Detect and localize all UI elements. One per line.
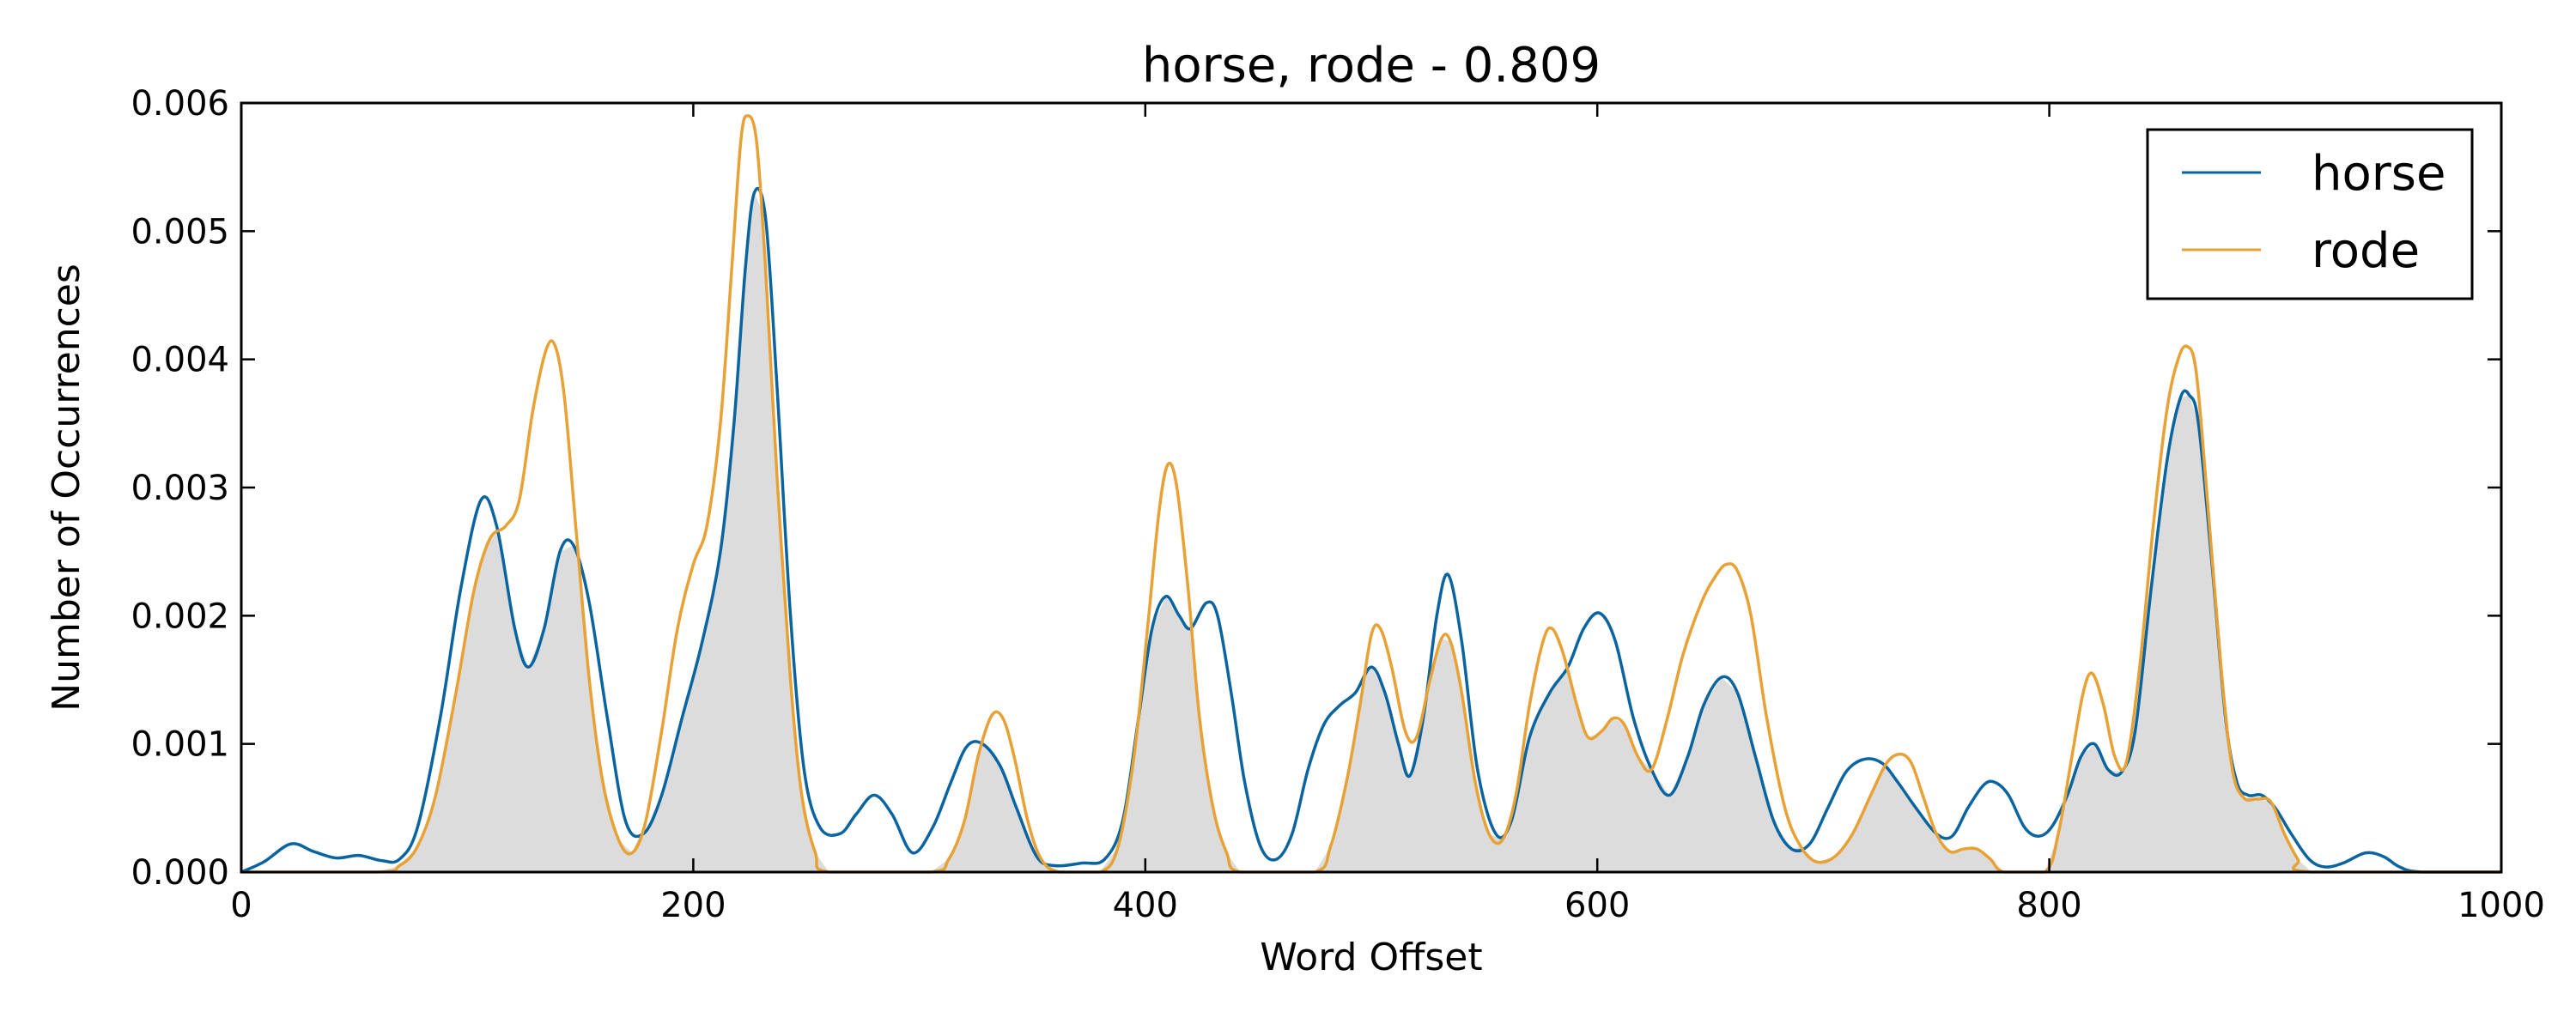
- y-axis-title: Number of Occurrences: [45, 264, 88, 712]
- y-tick-label: 0.002: [131, 597, 229, 636]
- x-tick-label: 800: [2016, 886, 2081, 925]
- overlap-fill: [241, 192, 2501, 872]
- y-tick-label: 0.004: [131, 341, 229, 380]
- x-tick-label: 1000: [2458, 886, 2545, 925]
- legend-label-rode: rode: [2312, 223, 2420, 279]
- plot-frame: [240, 101, 2503, 874]
- y-tick-label: 0.001: [131, 725, 229, 765]
- x-tick-label: 200: [660, 886, 726, 925]
- legend-box: [2146, 128, 2474, 300]
- x-tick-label: 0: [230, 886, 252, 925]
- plot-area: [240, 114, 2501, 874]
- y-tick-label: 0.006: [131, 84, 229, 124]
- legend: horse rode: [2146, 128, 2474, 300]
- axis-ticks: 0 200 400 600 800 1000 0.000 0.001 0.002 0.003 0.0…: [131, 84, 2544, 925]
- y-tick-label: 0.000: [131, 853, 229, 893]
- x-tick-label: 600: [1564, 886, 1630, 925]
- series-line-horse: [240, 187, 2501, 874]
- chart-title: horse, rode - 0.809: [1142, 38, 1601, 94]
- y-tick-label: 0.003: [131, 469, 229, 508]
- y-tick-label: 0.005: [131, 212, 229, 251]
- x-tick-label: 400: [1113, 886, 1178, 925]
- legend-label-horse: horse: [2312, 146, 2445, 202]
- x-axis-title: Word Offset: [1260, 936, 1482, 979]
- series-line-rode: [241, 114, 2501, 874]
